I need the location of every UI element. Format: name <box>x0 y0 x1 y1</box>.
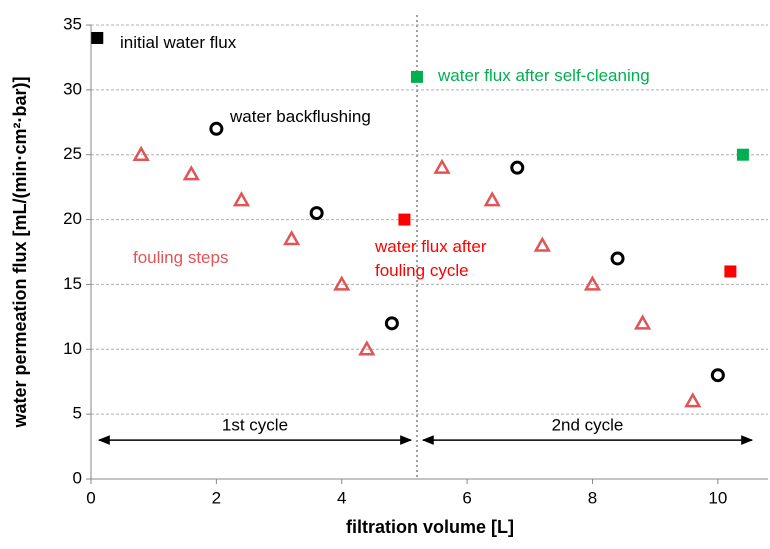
series-label: water backflushing <box>230 107 371 126</box>
square-marker <box>736 148 749 161</box>
x-tick-label: 0 <box>86 488 95 507</box>
triangle-marker <box>282 229 301 246</box>
x-tick-label: 2 <box>212 488 221 507</box>
cycle-label: 1st cycle <box>222 416 288 435</box>
circle-marker <box>384 316 399 331</box>
square-marker <box>410 70 423 83</box>
x-tick-label: 6 <box>462 488 471 507</box>
x-tick-label: 8 <box>588 488 597 507</box>
y-tick-label: 10 <box>63 339 82 358</box>
triangle-marker <box>182 165 200 181</box>
triangle-marker <box>483 191 501 207</box>
x-tick-label: 10 <box>708 488 727 507</box>
circle-marker <box>510 160 525 175</box>
y-tick-label: 25 <box>63 144 82 163</box>
triangle-marker <box>583 275 602 291</box>
triangle-marker <box>433 158 451 174</box>
circle-marker <box>710 368 725 383</box>
y-tick-label: 20 <box>63 209 82 228</box>
triangle-marker <box>358 340 376 356</box>
y-tick-label: 30 <box>63 79 82 98</box>
square-marker <box>724 265 737 278</box>
y-tick-label: 5 <box>73 404 82 423</box>
square-marker <box>398 213 411 226</box>
y-axis-title: water permeation flux [mL/(min·cm²·bar)] <box>10 76 30 428</box>
circle-marker <box>209 121 224 136</box>
triangle-marker <box>232 191 251 207</box>
triangle-marker <box>132 145 150 161</box>
series-label: water flux after self-cleaning <box>438 66 650 85</box>
circle-marker <box>610 251 625 266</box>
square-marker <box>91 31 104 44</box>
triangle-marker <box>533 236 551 252</box>
circle-marker <box>309 206 324 221</box>
triangle-marker <box>633 314 652 330</box>
cycle-label: 2nd cycle <box>552 416 624 435</box>
y-tick-label: 35 <box>63 14 82 33</box>
series-label: initial water flux <box>120 33 237 52</box>
triangle-marker <box>684 392 702 408</box>
series-label: water flux after fouling cycle <box>375 237 487 280</box>
y-tick-label: 15 <box>63 274 82 293</box>
x-tick-label: 4 <box>337 488 346 507</box>
triangle-marker <box>333 275 351 291</box>
series-label: fouling steps <box>133 248 229 267</box>
y-tick-label: 0 <box>73 468 82 487</box>
x-axis-title: filtration volume [L] <box>346 517 514 537</box>
